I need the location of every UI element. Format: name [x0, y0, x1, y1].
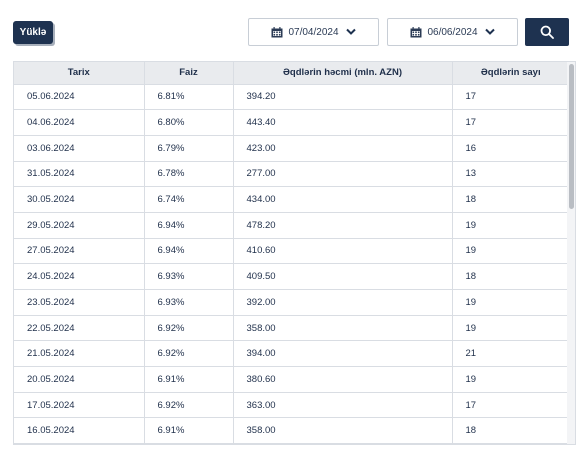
table-row: 03.06.2024 6.79% 423.00 16: [14, 135, 569, 162]
search-button[interactable]: [525, 18, 569, 46]
cell-count: 18: [452, 417, 569, 444]
cell-volume: 380.60: [233, 366, 453, 393]
table-scrollbar[interactable]: [567, 62, 575, 444]
cell-volume: 358.00: [233, 315, 453, 342]
cell-count: 17: [452, 84, 569, 111]
table-row: 27.05.2024 6.94% 410.60 19: [14, 238, 569, 265]
cell-date: 17.05.2024: [14, 392, 145, 419]
table-row: 30.05.2024 6.74% 434.00 18: [14, 186, 569, 213]
cell-date: 21.05.2024: [14, 340, 145, 368]
cell-date: 24.05.2024: [14, 263, 145, 290]
table-row: 29.05.2024 6.94% 478.20 19: [14, 212, 569, 239]
cell-date: 20.05.2024: [14, 366, 145, 393]
cell-date: 30.05.2024: [14, 186, 145, 213]
cell-count: 19: [452, 238, 569, 265]
cell-date: 23.05.2024: [14, 289, 145, 316]
cell-count: 19: [452, 315, 569, 342]
cell-count: 19: [452, 289, 569, 316]
table-row: 31.05.2024 6.78% 277.00 13: [14, 161, 569, 188]
cell-volume: 478.20: [233, 212, 453, 239]
cell-volume: 392.00: [233, 289, 453, 316]
table-row: 22.05.2024 6.92% 358.00 19: [14, 315, 569, 342]
table-row: 23.05.2024 6.93% 392.00 19: [14, 289, 569, 316]
cell-volume: 410.60: [233, 238, 453, 265]
table-row: 05.06.2024 6.81% 394.20 17: [14, 84, 569, 111]
cell-rate: 6.79%: [144, 135, 234, 162]
cell-count: 21: [452, 340, 569, 368]
cell-count: 17: [452, 392, 569, 419]
cell-rate: 6.92%: [144, 315, 234, 342]
cell-date: 05.06.2024: [14, 84, 145, 111]
cell-volume: 434.00: [233, 186, 453, 213]
cell-rate: 6.81%: [144, 84, 234, 111]
cell-count: 18: [452, 263, 569, 290]
cell-count: 18: [452, 186, 569, 213]
cell-date: 04.06.2024: [14, 109, 145, 136]
cell-date: 31.05.2024: [14, 161, 145, 188]
column-header-count: Əqdlərin sayı: [452, 62, 569, 85]
cell-rate: 6.94%: [144, 238, 234, 265]
table-row: 24.05.2024 6.93% 409.50 18: [14, 263, 569, 290]
calendar-icon: [271, 26, 283, 37]
date-from-picker[interactable]: 07/04/2024: [248, 18, 379, 46]
column-header-date: Tarix: [14, 62, 145, 85]
cell-rate: 6.74%: [144, 186, 234, 213]
date-from-value: 07/04/2024: [288, 26, 339, 38]
cell-date: 27.05.2024: [14, 238, 145, 265]
date-to-picker[interactable]: 06/06/2024: [387, 18, 518, 46]
cell-volume: 394.00: [233, 340, 453, 368]
cell-rate: 6.94%: [144, 212, 234, 239]
cell-rate: 6.92%: [144, 340, 234, 368]
cell-rate: 6.92%: [144, 392, 234, 419]
cell-rate: 6.91%: [144, 417, 234, 444]
rates-table-container: Tarix Faiz Əqdlərin həcmi (mln. AZN) Əqd…: [13, 61, 576, 445]
calendar-icon: [410, 26, 422, 37]
date-to-value: 06/06/2024: [427, 26, 478, 38]
load-button[interactable]: Yüklə: [13, 21, 53, 44]
cell-volume: 394.20: [233, 84, 453, 111]
cell-volume: 409.50: [233, 263, 453, 290]
table-header-row: Tarix Faiz Əqdlərin həcmi (mln. AZN) Əqd…: [14, 62, 569, 85]
cell-date: 03.06.2024: [14, 135, 145, 162]
cell-volume: 443.40: [233, 109, 453, 136]
chevron-down-icon: [345, 28, 356, 35]
table-row: 16.05.2024 6.91% 358.00 18: [14, 417, 569, 444]
cell-date: 29.05.2024: [14, 212, 145, 239]
cell-volume: 423.00: [233, 135, 453, 162]
search-icon: [540, 25, 554, 39]
table-row: 20.05.2024 6.91% 380.60 19: [14, 366, 569, 393]
cell-rate: 6.80%: [144, 109, 234, 136]
cell-count: 19: [452, 366, 569, 393]
column-header-rate: Faiz: [144, 62, 234, 85]
cell-rate: 6.93%: [144, 289, 234, 316]
table-row: 17.05.2024 6.92% 363.00 17: [14, 392, 569, 419]
cell-volume: 277.00: [233, 161, 453, 188]
cell-volume: 363.00: [233, 392, 453, 419]
cell-date: 22.05.2024: [14, 315, 145, 342]
cell-count: 19: [452, 212, 569, 239]
table-row: 21.05.2024 6.92% 394.00 21: [14, 340, 569, 368]
cell-count: 17: [452, 109, 569, 136]
column-header-volume: Əqdlərin həcmi (mln. AZN): [233, 62, 453, 85]
table-row: 04.06.2024 6.80% 443.40 17: [14, 109, 569, 136]
cell-count: 16: [452, 135, 569, 162]
cell-count: 13: [452, 161, 569, 188]
cell-volume: 358.00: [233, 417, 453, 444]
cell-rate: 6.78%: [144, 161, 234, 188]
cell-rate: 6.91%: [144, 366, 234, 393]
cell-rate: 6.93%: [144, 263, 234, 290]
rates-table: Tarix Faiz Əqdlərin həcmi (mln. AZN) Əqd…: [14, 62, 569, 444]
scrollbar-thumb[interactable]: [569, 64, 574, 209]
chevron-down-icon: [484, 28, 495, 35]
cell-date: 16.05.2024: [14, 417, 145, 444]
